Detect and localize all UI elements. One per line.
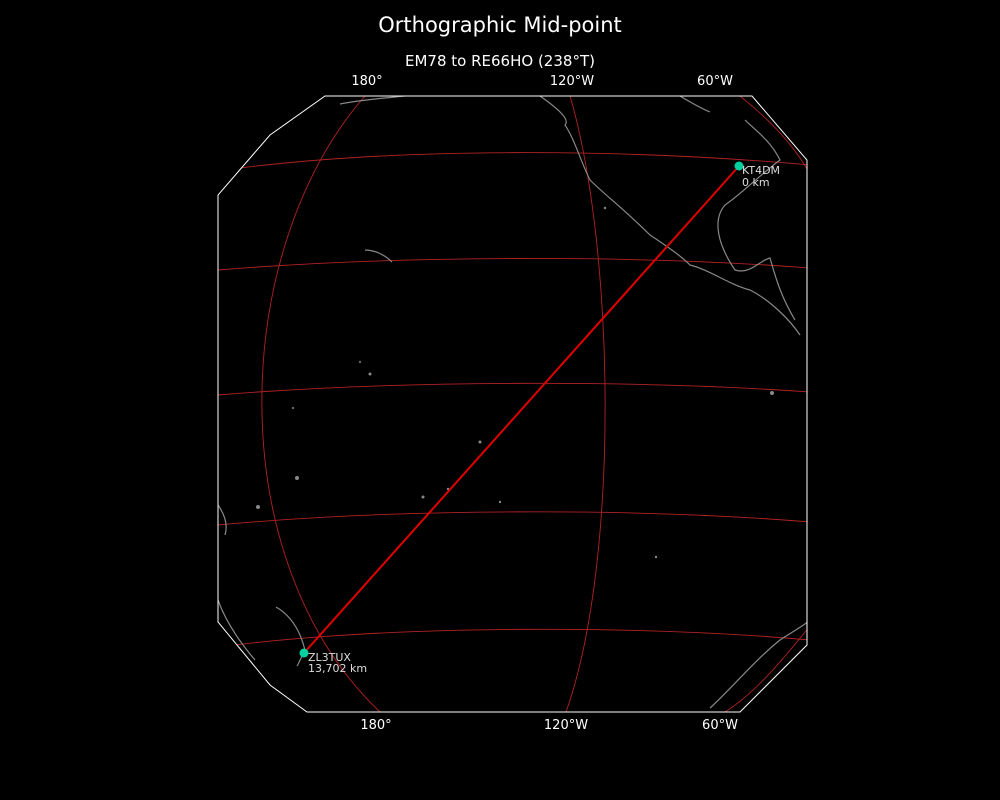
islands — [256, 206, 774, 559]
top-tick-120w: 120°W — [549, 74, 595, 89]
map-title: Orthographic Mid-point — [378, 13, 622, 37]
bottom-tick-60w: 60°W — [702, 718, 738, 733]
meridian-60w — [739, 96, 807, 186]
graticule — [218, 96, 807, 712]
end-distance-label: 13,702 km — [308, 662, 367, 675]
meridian-120w — [565, 96, 606, 712]
meridian-60w-lower — [724, 619, 807, 712]
great-circle-path — [303, 165, 740, 654]
end-call-label: ZL3TUX — [308, 651, 351, 664]
end-marker — [299, 648, 309, 658]
top-tick-60w: 60°W — [697, 74, 733, 89]
top-tick-180: 180° — [351, 74, 383, 89]
globe-outline — [217, 95, 808, 713]
start-distance-label: 0 km — [742, 176, 770, 189]
bottom-tick-120w: 120°W — [543, 718, 589, 733]
parallel-2 — [218, 258, 807, 271]
map-subtitle: EM78 to RE66HO (238°T) — [405, 52, 595, 70]
parallel-4 — [218, 511, 807, 526]
start-marker — [734, 161, 744, 171]
parallel-5 — [234, 628, 807, 646]
start-call-label: KT4DM — [742, 164, 780, 177]
meridian-180 — [261, 96, 381, 712]
parallel-3 — [218, 382, 807, 396]
bottom-tick-180: 180° — [360, 718, 392, 733]
parallel-1 — [239, 152, 807, 169]
